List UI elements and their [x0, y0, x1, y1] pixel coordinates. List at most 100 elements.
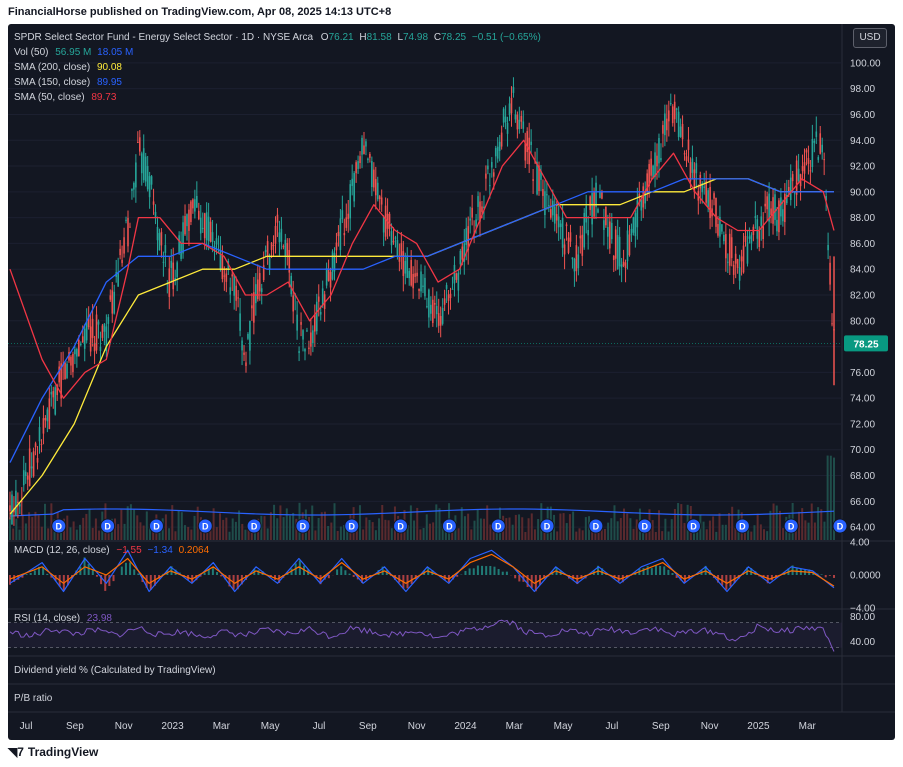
candle-body: [467, 226, 470, 251]
dividend-marker-label: D: [446, 522, 453, 532]
macd-histogram-bar: [348, 573, 351, 575]
macd-histogram-bar: [274, 575, 277, 580]
candle-body: [81, 336, 84, 343]
macd-histogram-bar: [472, 568, 475, 575]
legend-sma200-row[interactable]: SMA (200, close) 90.08: [14, 60, 541, 75]
dividend-marker-icon: [393, 518, 409, 534]
legend-sma50-row[interactable]: SMA (50, close) 89.73: [14, 90, 541, 105]
chart-svg[interactable]: D D D D D D D D D D D D D D D D D 100.00 98.00 96.00 94.00 92…: [8, 24, 895, 740]
candle-body: [805, 149, 808, 153]
candle-body: [713, 193, 715, 199]
volume-bar: [333, 503, 336, 540]
last-price-label: 78.25: [853, 339, 878, 350]
candle-body: [286, 243, 289, 256]
candle-body: [583, 212, 586, 248]
candle-body: [803, 162, 806, 174]
candle-body: [565, 224, 568, 227]
time-tick-label: Mar: [506, 721, 524, 732]
candle-body: [146, 166, 149, 190]
time-tick-label: Nov: [701, 721, 719, 732]
dividend-marker-label: D: [104, 522, 111, 532]
candle-body: [650, 158, 652, 176]
macd-histogram-bar: [481, 565, 484, 575]
volume-bar: [435, 504, 438, 540]
volume-bar: [556, 531, 559, 540]
candle-body: [760, 216, 763, 226]
candle-body: [542, 189, 544, 196]
candle-body: [142, 148, 145, 181]
dividend-marker-label: D: [153, 522, 160, 532]
candle-body: [172, 262, 175, 290]
candle-body: [361, 137, 363, 155]
time-tick-label: 2023: [161, 721, 184, 732]
candle-body: [288, 250, 291, 273]
volume-bar: [98, 530, 101, 540]
volume-bar: [215, 527, 218, 540]
vol-value-2: 18.05 M: [97, 47, 134, 58]
candle-body: [290, 275, 293, 295]
candle-body: [341, 210, 344, 219]
chart-container[interactable]: D D D D D D D D D D D D D D D D D 100.00 98.00 96.00 94.00 92…: [8, 24, 895, 740]
volume-bar: [743, 531, 746, 540]
candle-body: [823, 159, 825, 161]
volume-bar: [209, 525, 212, 540]
candle-body: [20, 501, 23, 503]
macd-value-3: 0.2064: [178, 545, 210, 556]
candle-body: [312, 330, 314, 344]
dividend-pane-label[interactable]: Dividend yield % (Calculated by TradingV…: [14, 665, 216, 676]
tradingview-logo[interactable]: ◥7 TradingView: [8, 745, 98, 759]
candle-body: [394, 237, 397, 239]
volume-bar: [619, 518, 622, 540]
candle-body: [24, 471, 27, 476]
ohlc-h-value: 81.58: [366, 32, 392, 43]
candle-body: [264, 249, 267, 253]
candle-body: [152, 201, 155, 205]
candle-body: [109, 295, 112, 300]
candle-body: [164, 245, 167, 253]
rsi-legend[interactable]: RSI (14, close) 23.98: [14, 613, 112, 624]
candle-body: [408, 270, 411, 279]
volume-bar: [467, 513, 470, 540]
candle-body: [192, 199, 194, 209]
legend-sma150-row[interactable]: SMA (150, close) 89.95: [14, 75, 541, 90]
volume-bar: [769, 510, 772, 540]
volume-bar: [664, 518, 667, 540]
candle-body: [406, 256, 409, 278]
pb-pane-label[interactable]: P/B ratio: [14, 693, 53, 704]
volume-bar: [238, 510, 241, 540]
candle-body: [624, 262, 627, 269]
candle-body: [371, 161, 373, 188]
volume-bar: [721, 524, 724, 540]
volume-bar: [441, 523, 444, 540]
candle-body: [634, 213, 637, 237]
volume-bar: [508, 517, 511, 540]
volume-bar: [428, 523, 431, 540]
candle-body: [721, 224, 723, 232]
candle-body: [345, 217, 348, 228]
currency-button[interactable]: USD: [853, 28, 887, 48]
macd-histogram-bar: [791, 565, 794, 575]
candle-body: [78, 339, 80, 357]
dividend-marker-label: D: [837, 522, 844, 532]
ohlc-change: −0.51 (−0.65%): [471, 32, 541, 43]
symbol-title[interactable]: SPDR Select Sector Fund - Energy Select …: [14, 32, 314, 43]
candle-body: [48, 398, 51, 430]
candle-body: [705, 181, 707, 203]
dividend-marker-label: D: [544, 522, 551, 532]
candle-body: [671, 106, 674, 124]
candle-body: [28, 448, 31, 486]
candle-body: [335, 242, 338, 251]
candle-body: [516, 114, 519, 130]
candle-body: [278, 232, 281, 243]
volume-bar: [572, 511, 575, 540]
macd-histogram-bar: [456, 575, 459, 577]
macd-histogram-bar: [124, 562, 127, 575]
candle-body: [728, 233, 731, 266]
candle-body: [296, 314, 298, 331]
candle-body: [76, 349, 78, 357]
macd-legend[interactable]: MACD (12, 26, close) −1.55 −1.34 0.2064: [14, 545, 209, 556]
legend-vol-row[interactable]: Vol (50) 56.95 M 18.05 M: [14, 45, 541, 60]
price-tick-label: 80.00: [850, 316, 875, 327]
candle-body: [314, 314, 316, 332]
volume-bar: [126, 506, 129, 540]
